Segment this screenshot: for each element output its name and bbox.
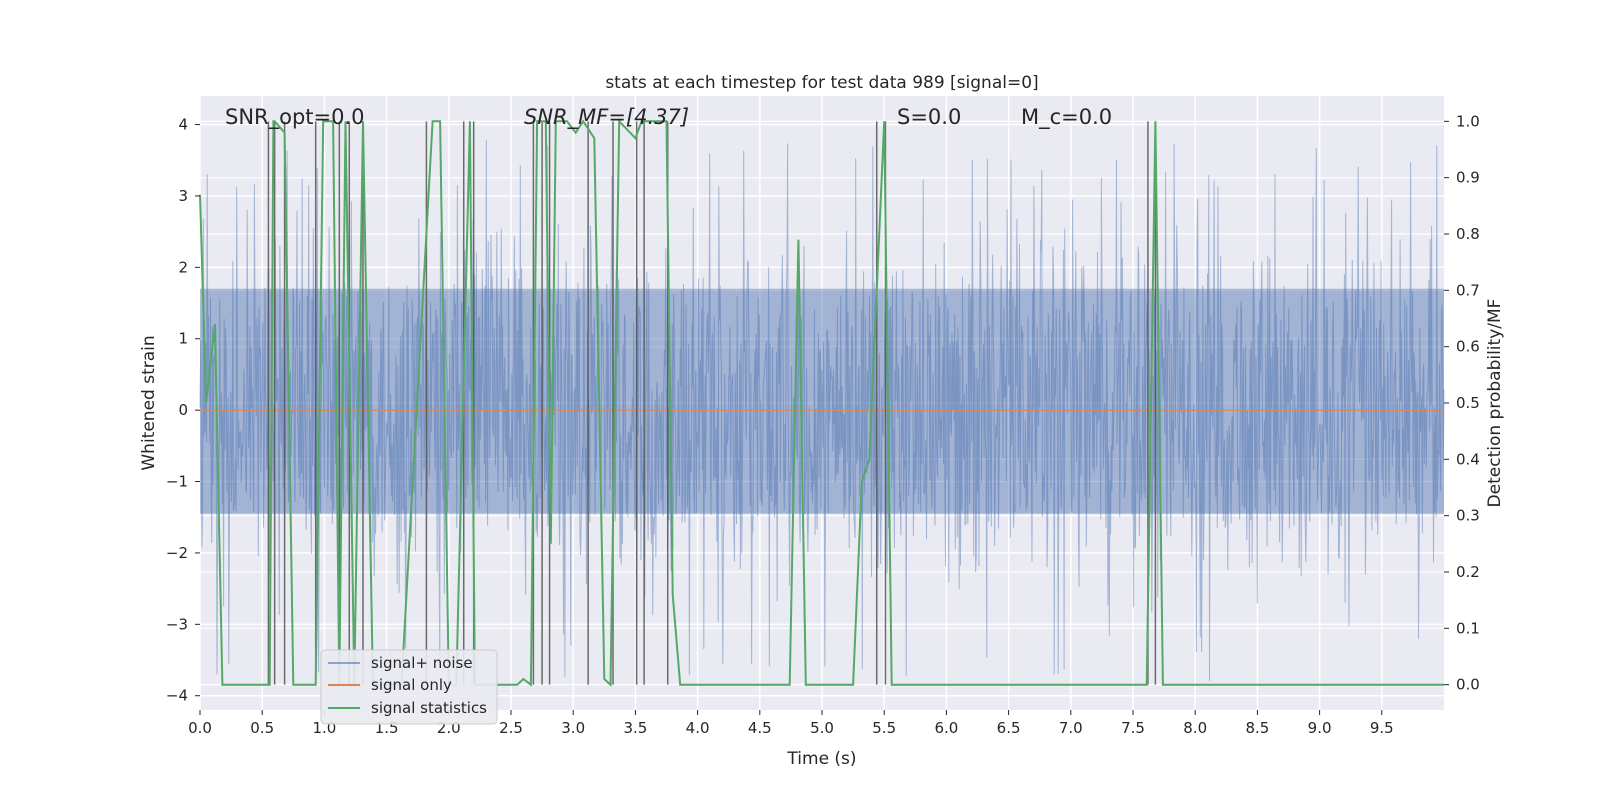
y-tick-label: 4 xyxy=(178,116,188,134)
x-tick-label: 4.5 xyxy=(748,719,772,737)
x-tick-label: 6.0 xyxy=(934,719,958,737)
y-tick-label: −2 xyxy=(166,544,188,562)
y-tick-label: 1 xyxy=(178,330,188,348)
x-tick-label: 9.5 xyxy=(1370,719,1394,737)
annotation-snr-mf: SNR_MF=[4.37] xyxy=(524,105,689,130)
x-tick-label: 7.5 xyxy=(1121,719,1145,737)
x-tick-label: 0.5 xyxy=(250,719,274,737)
y-right-tick-label: 0.7 xyxy=(1456,281,1480,299)
x-tick-label: 0.0 xyxy=(188,719,212,737)
annotation-s: S=0.0 xyxy=(897,105,961,129)
y-right-tick-label: 0.5 xyxy=(1456,394,1480,412)
signal-statistics-series xyxy=(199,118,1444,687)
y-right-tick-label: 1.0 xyxy=(1456,112,1480,130)
signal-noise-line xyxy=(199,139,1445,682)
y-right-tick-labels: 1.0 0.9 0.8 0.7 0.6 0.5 0.4 0.3 0.2 0.1 0.0 xyxy=(1444,112,1480,694)
signal-noise-core-band xyxy=(200,288,1444,514)
legend: signal+ noise signal only signal statist… xyxy=(320,649,498,725)
x-tick-label: 8.0 xyxy=(1183,719,1207,737)
y-right-tick-label: 0.4 xyxy=(1456,450,1480,468)
x-tick-label: 5.5 xyxy=(872,719,896,737)
y-tick-labels: 4 3 2 1 0 −1 −2 −3 −4 xyxy=(166,116,200,705)
annotation-mc: M_c=0.0 xyxy=(1021,105,1112,130)
legend-label-signal-noise: signal+ noise xyxy=(371,654,473,672)
y-tick-label: −3 xyxy=(166,615,188,633)
y-tick-label: 2 xyxy=(178,258,188,276)
y-right-tick-label: 0.1 xyxy=(1456,619,1480,637)
x-tick-label: 9.0 xyxy=(1308,719,1332,737)
y-right-tick-label: 0.3 xyxy=(1456,507,1480,525)
signal-noise-series xyxy=(199,139,1445,682)
chart-title: stats at each timestep for test data 989… xyxy=(605,73,1038,93)
signal-statistics-line xyxy=(199,118,1444,687)
x-tick-label: 3.0 xyxy=(561,719,585,737)
x-tick-label: 2.5 xyxy=(499,719,523,737)
y-right-tick-label: 0.0 xyxy=(1456,676,1480,694)
x-tick-label: 7.0 xyxy=(1059,719,1083,737)
y-right-tick-label: 0.2 xyxy=(1456,563,1480,581)
y-axis-label: Whitened strain xyxy=(139,335,159,470)
y-tick-label: 0 xyxy=(178,401,188,419)
legend-label-signal-only: signal only xyxy=(371,676,452,694)
x-tick-label: 4.0 xyxy=(686,719,710,737)
y-tick-label: 3 xyxy=(178,187,188,205)
y-right-tick-label: 0.9 xyxy=(1456,169,1480,187)
legend-label-signal-statistics: signal statistics xyxy=(371,699,487,717)
y-tick-label: −1 xyxy=(166,473,188,491)
annotation-snr-opt: SNR_opt=0.0 xyxy=(225,105,365,130)
y-tick-label: −4 xyxy=(166,687,188,705)
grid xyxy=(199,96,1444,710)
x-tick-label: 5.0 xyxy=(810,719,834,737)
x-tick-label: 8.5 xyxy=(1245,719,1269,737)
x-tick-label: 6.5 xyxy=(997,719,1021,737)
legend-box xyxy=(320,649,498,725)
x-tick-label: 3.5 xyxy=(623,719,647,737)
y-right-axis-label: Detection probability/MF xyxy=(1485,299,1505,508)
y-right-tick-label: 0.6 xyxy=(1456,338,1480,356)
y-right-tick-label: 0.8 xyxy=(1456,225,1480,243)
x-axis-label: Time (s) xyxy=(786,749,856,769)
